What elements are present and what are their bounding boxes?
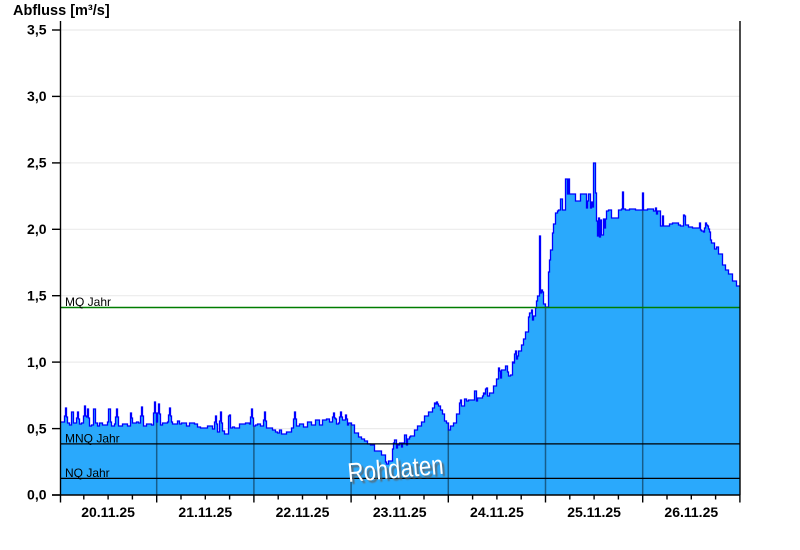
svg-text:NQ Jahr: NQ Jahr [65, 466, 110, 480]
svg-text:26.11.25: 26.11.25 [664, 504, 718, 520]
svg-text:1,0: 1,0 [27, 354, 47, 370]
svg-text:2,5: 2,5 [27, 155, 47, 171]
svg-text:2,0: 2,0 [27, 221, 47, 237]
svg-text:3,0: 3,0 [27, 88, 47, 104]
svg-text:21.11.25: 21.11.25 [178, 504, 232, 520]
svg-text:22.11.25: 22.11.25 [276, 504, 330, 520]
svg-text:Abfluss [m³/s]: Abfluss [m³/s] [13, 3, 110, 19]
svg-text:25.11.25: 25.11.25 [567, 504, 621, 520]
svg-text:0,0: 0,0 [27, 487, 47, 503]
svg-text:0,5: 0,5 [27, 420, 47, 436]
svg-text:24.11.25: 24.11.25 [470, 504, 524, 520]
svg-text:3,5: 3,5 [27, 22, 47, 38]
svg-text:23.11.25: 23.11.25 [373, 504, 427, 520]
svg-text:20.11.25: 20.11.25 [81, 504, 135, 520]
svg-text:1,5: 1,5 [27, 287, 47, 303]
svg-text:MQ Jahr: MQ Jahr [65, 295, 111, 309]
svg-text:MNQ Jahr: MNQ Jahr [65, 431, 120, 445]
